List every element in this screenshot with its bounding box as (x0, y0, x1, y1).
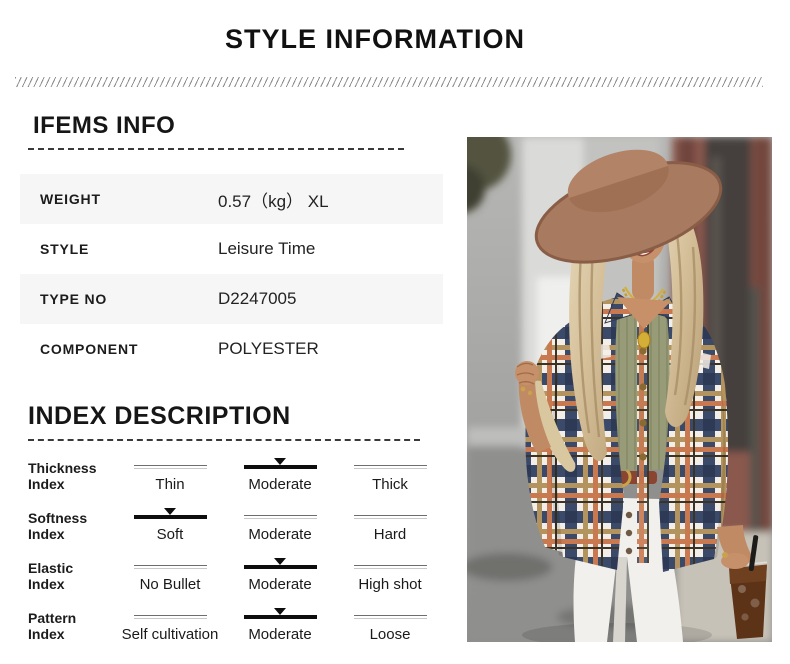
index-option: No Bullet (115, 554, 225, 604)
scale-line (243, 515, 317, 519)
row-label: TYPE NO (40, 291, 108, 307)
row-label: COMPONENT (40, 341, 139, 357)
row-label: STYLE (40, 241, 90, 257)
scale-line (133, 615, 207, 619)
index-option: Loose (335, 604, 445, 654)
scale-line (243, 565, 317, 569)
index-row-thickness: Thickness Index Thin Moderate Thick (0, 454, 462, 504)
scale-line (133, 515, 207, 519)
index-option: Thin (115, 454, 225, 504)
table-row: TYPE NO D2247005 (20, 274, 443, 324)
page-title: STYLE INFORMATION (225, 24, 525, 54)
index-row-label: Softness Index (28, 510, 88, 542)
raised-hand (515, 361, 551, 453)
table-row: COMPONENT POLYESTER (20, 324, 443, 374)
iced-coffee-cup (717, 525, 768, 639)
scale-line (353, 565, 427, 569)
scale-line (133, 565, 207, 569)
model-photo-illustration: Model in tan wide-brim hat and round sun… (467, 137, 772, 642)
index-option: High shot (335, 554, 445, 604)
table-row: STYLE Leisure Time (20, 224, 443, 274)
scale-line (133, 465, 207, 469)
table-row: WEIGHT 0.57（kg） XL (20, 174, 443, 224)
items-info-heading: IFEMS INFO (33, 112, 176, 139)
index-option-selected: Moderate (225, 604, 335, 654)
index-row-label: Thickness Index (28, 460, 97, 492)
index-option-selected: Moderate (225, 454, 335, 504)
index-option: Self cultivation (115, 604, 225, 654)
index-option: Hard (335, 504, 445, 554)
index-row-label: Elastic Index (28, 560, 74, 592)
scale-line (243, 465, 317, 469)
index-description-heading: INDEX DESCRIPTION (28, 402, 291, 430)
items-info-table: WEIGHT 0.57（kg） XL STYLE Leisure Time TY… (20, 174, 443, 374)
selected-marker-icon (274, 558, 286, 565)
wide-brim-hat (534, 149, 723, 264)
hatch-divider (15, 77, 763, 87)
dashed-divider (28, 439, 420, 441)
index-option-selected: Soft (115, 504, 225, 554)
selected-marker-icon (274, 608, 286, 615)
index-option: Moderate (225, 504, 335, 554)
scale-line (353, 615, 427, 619)
details-panel: IFEMS INFO WEIGHT 0.57（kg） XL STYLE Leis… (0, 112, 462, 654)
row-label: WEIGHT (40, 191, 101, 207)
product-photo: Model in tan wide-brim hat and round sun… (467, 137, 772, 642)
index-option: Thick (335, 454, 445, 504)
index-row-pattern: Pattern Index Self cultivation Moderate … (0, 604, 462, 654)
index-option-selected: Moderate (225, 554, 335, 604)
index-row-label: Pattern Index (28, 610, 77, 642)
scale-line (243, 615, 317, 619)
selected-marker-icon (164, 508, 176, 515)
row-value: D2247005 (218, 289, 297, 308)
row-value: Leisure Time (218, 239, 316, 258)
index-table: Thickness Index Thin Moderate Thick (0, 454, 462, 654)
index-row-softness: Softness Index Soft Moderate Hard (0, 504, 462, 554)
scale-line (353, 515, 427, 519)
row-value: POLYESTER (218, 339, 319, 358)
index-row-elastic: Elastic Index No Bullet Moderate High sh… (0, 554, 462, 604)
selected-marker-icon (274, 458, 286, 465)
dashed-divider (28, 148, 404, 150)
scale-line (353, 465, 427, 469)
row-value: 0.57（kg） XL (218, 191, 329, 211)
